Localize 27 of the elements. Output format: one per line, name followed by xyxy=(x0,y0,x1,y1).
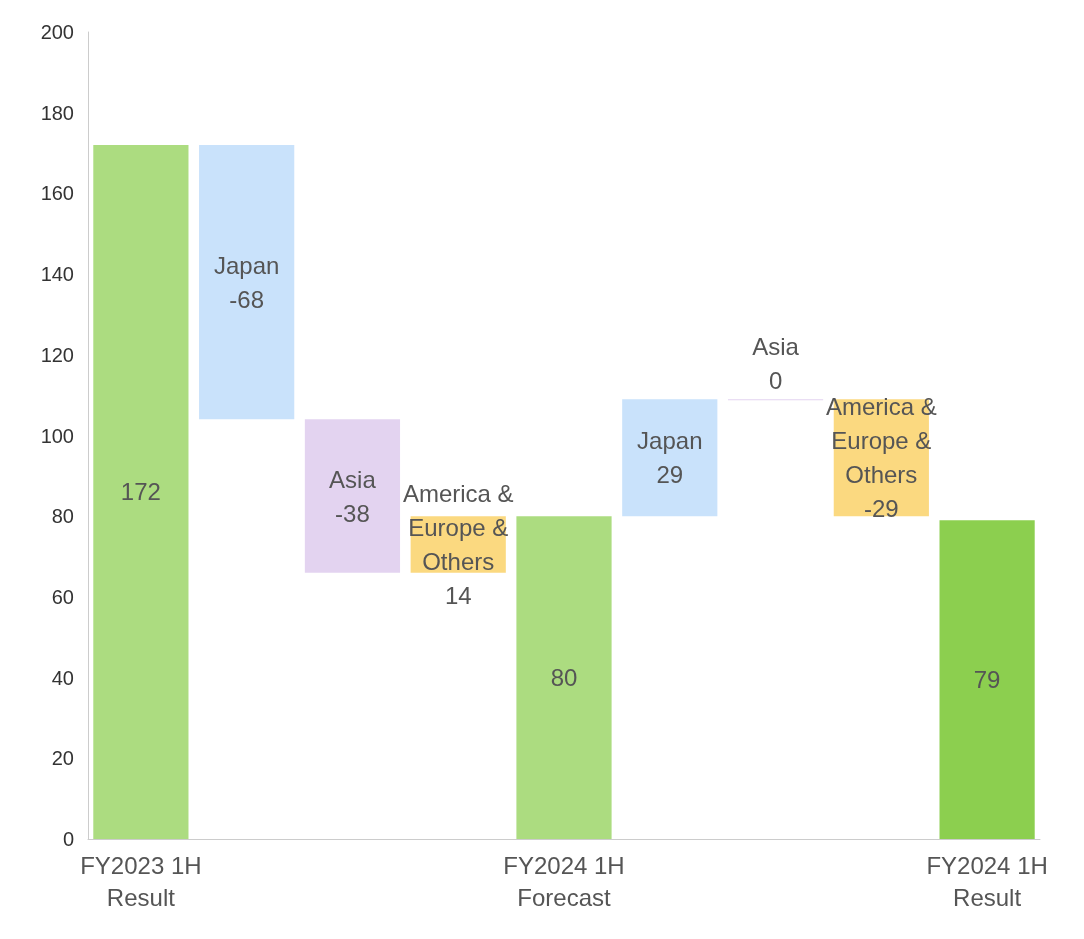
bar xyxy=(93,144,189,839)
data-label: 80 xyxy=(550,664,578,692)
y-tick-label: 200 xyxy=(40,21,74,43)
y-tick-label: 180 xyxy=(40,101,74,124)
bar xyxy=(516,516,612,839)
y-tick-label: 120 xyxy=(40,343,74,366)
bar xyxy=(622,399,718,517)
y-tick-label: 140 xyxy=(40,263,74,286)
bar xyxy=(304,419,401,573)
data-label: 172 xyxy=(120,478,161,506)
y-tick-label: 80 xyxy=(51,505,74,528)
bar xyxy=(199,144,295,420)
y-tick-label: 0 xyxy=(62,828,74,850)
y-tick-label: 160 xyxy=(40,182,74,205)
data-label: Asia -38 xyxy=(329,465,377,527)
y-tick-label: 100 xyxy=(40,424,74,447)
data-label: 79 xyxy=(973,666,1001,694)
bar xyxy=(939,520,1035,839)
data-label: Asia 0 xyxy=(752,332,800,394)
data-label: Japan -68 xyxy=(213,251,280,313)
x-tick-label: FY2024 1H Forecast xyxy=(503,851,625,911)
x-tick-label: FY2024 1H Result xyxy=(926,851,1048,911)
y-tick-label: 60 xyxy=(51,585,74,608)
x-tick-label: FY2023 1H Result xyxy=(80,851,202,911)
y-tick-label: 40 xyxy=(51,666,74,689)
y-tick-label: 20 xyxy=(51,747,74,770)
data-label: Japan 29 xyxy=(637,427,703,489)
